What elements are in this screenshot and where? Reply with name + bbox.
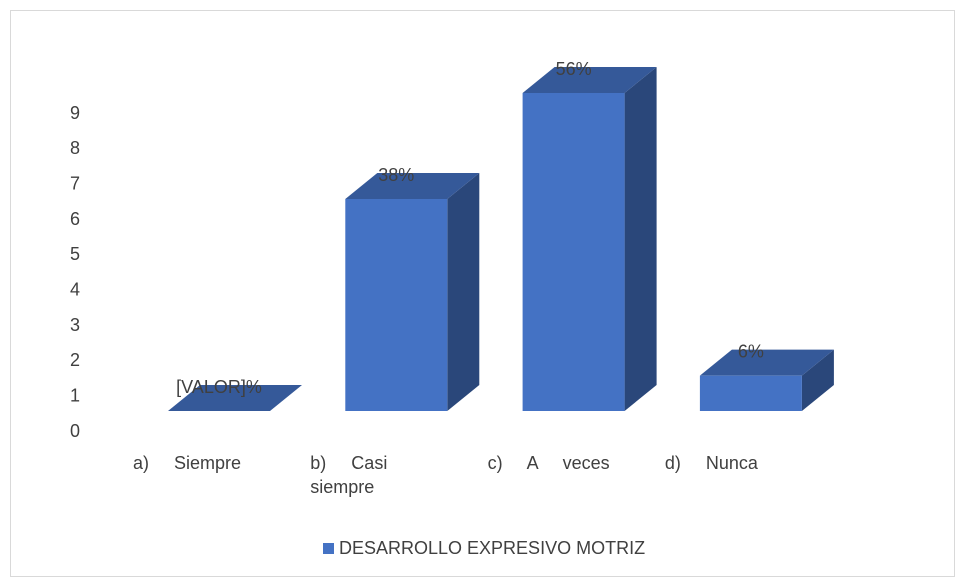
bar-top: [522, 67, 657, 93]
bar: [522, 93, 625, 411]
bar-top: [345, 173, 480, 199]
y-tick-label: 4: [70, 279, 80, 299]
data-label: [VALOR]%: [176, 377, 262, 397]
bar-top: [699, 349, 834, 376]
y-tick-label: 8: [70, 138, 80, 158]
legend-label: DESARROLLO EXPRESIVO MOTRIZ: [339, 538, 645, 558]
y-tick-label: 5: [70, 244, 80, 264]
y-tick-label: 1: [70, 385, 80, 405]
bar: [699, 375, 802, 411]
y-tick-label: 2: [70, 350, 80, 370]
legend-swatch: [323, 543, 334, 554]
data-label: 38%: [378, 165, 414, 185]
bar-side: [801, 349, 834, 411]
bar-side: [447, 173, 480, 411]
y-tick-label: 7: [70, 173, 80, 193]
x-tick-label: a) Siempre: [133, 453, 242, 473]
x-tick-label: d) Nunca: [664, 453, 758, 473]
y-tick-label: 0: [70, 421, 80, 441]
chart-frame: [10, 10, 955, 577]
data-label: 6%: [738, 341, 764, 361]
y-tick-label: 6: [70, 209, 80, 229]
x-tick-label: c) A veces: [487, 453, 610, 473]
y-tick-label: 3: [70, 315, 80, 335]
data-label: 56%: [556, 59, 592, 79]
bar-top: [168, 385, 302, 411]
x-tick-label: b) Casi siempre: [310, 453, 388, 497]
bar-side: [624, 67, 657, 411]
y-tick-label: 9: [70, 103, 80, 123]
bar: [345, 199, 448, 411]
